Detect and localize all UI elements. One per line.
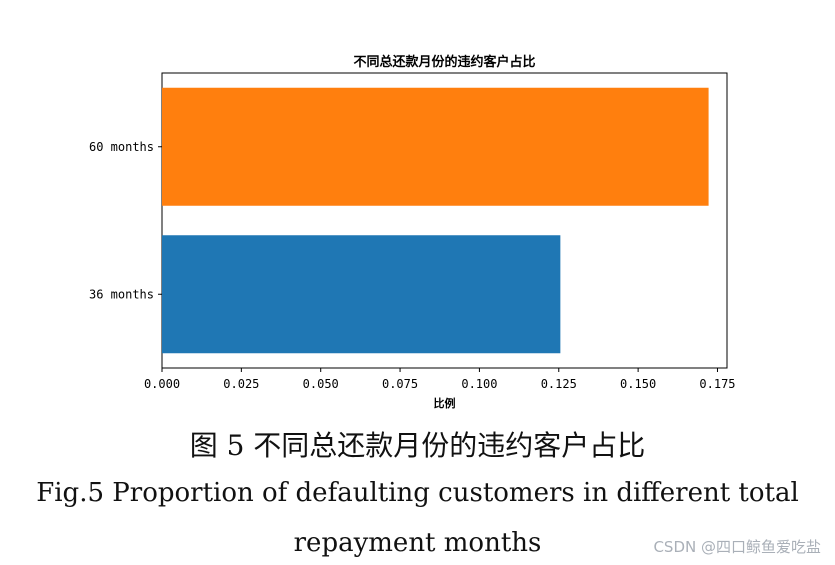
bar-36-months <box>162 235 561 354</box>
x-tick-label: 0.050 <box>303 377 339 391</box>
x-tick-label: 0.150 <box>620 377 656 391</box>
y-tick-label: 36 months <box>89 287 154 301</box>
x-axis-label: 比例 <box>434 396 456 410</box>
y-tick-label: 60 months <box>89 140 154 154</box>
figure-caption-english-line2: repayment months <box>293 528 542 558</box>
x-tick-label: 0.000 <box>144 377 180 391</box>
x-tick-label: 0.100 <box>461 377 497 391</box>
figure-caption-chinese: 图 5 不同总还款月份的违约客户占比 <box>189 429 646 462</box>
bar-chart: 0.000 0.025 0.050 0.075 0.100 0.125 0.150 0.175… <box>89 54 736 410</box>
x-tick-label: 0.025 <box>223 377 259 391</box>
watermark: CSDN @四口鲸鱼爱吃盐 <box>653 538 821 556</box>
bar-60-months <box>162 87 709 206</box>
chart-title: 不同总还款月份的违约客户占比 <box>353 54 535 70</box>
figure-caption-english-line1: Fig.5 Proportion of defaulting customers… <box>36 478 799 508</box>
x-tick-label: 0.125 <box>541 377 577 391</box>
x-tick-label: 0.075 <box>382 377 418 391</box>
x-tick-label: 0.175 <box>699 377 735 391</box>
plot-frame <box>161 72 728 369</box>
